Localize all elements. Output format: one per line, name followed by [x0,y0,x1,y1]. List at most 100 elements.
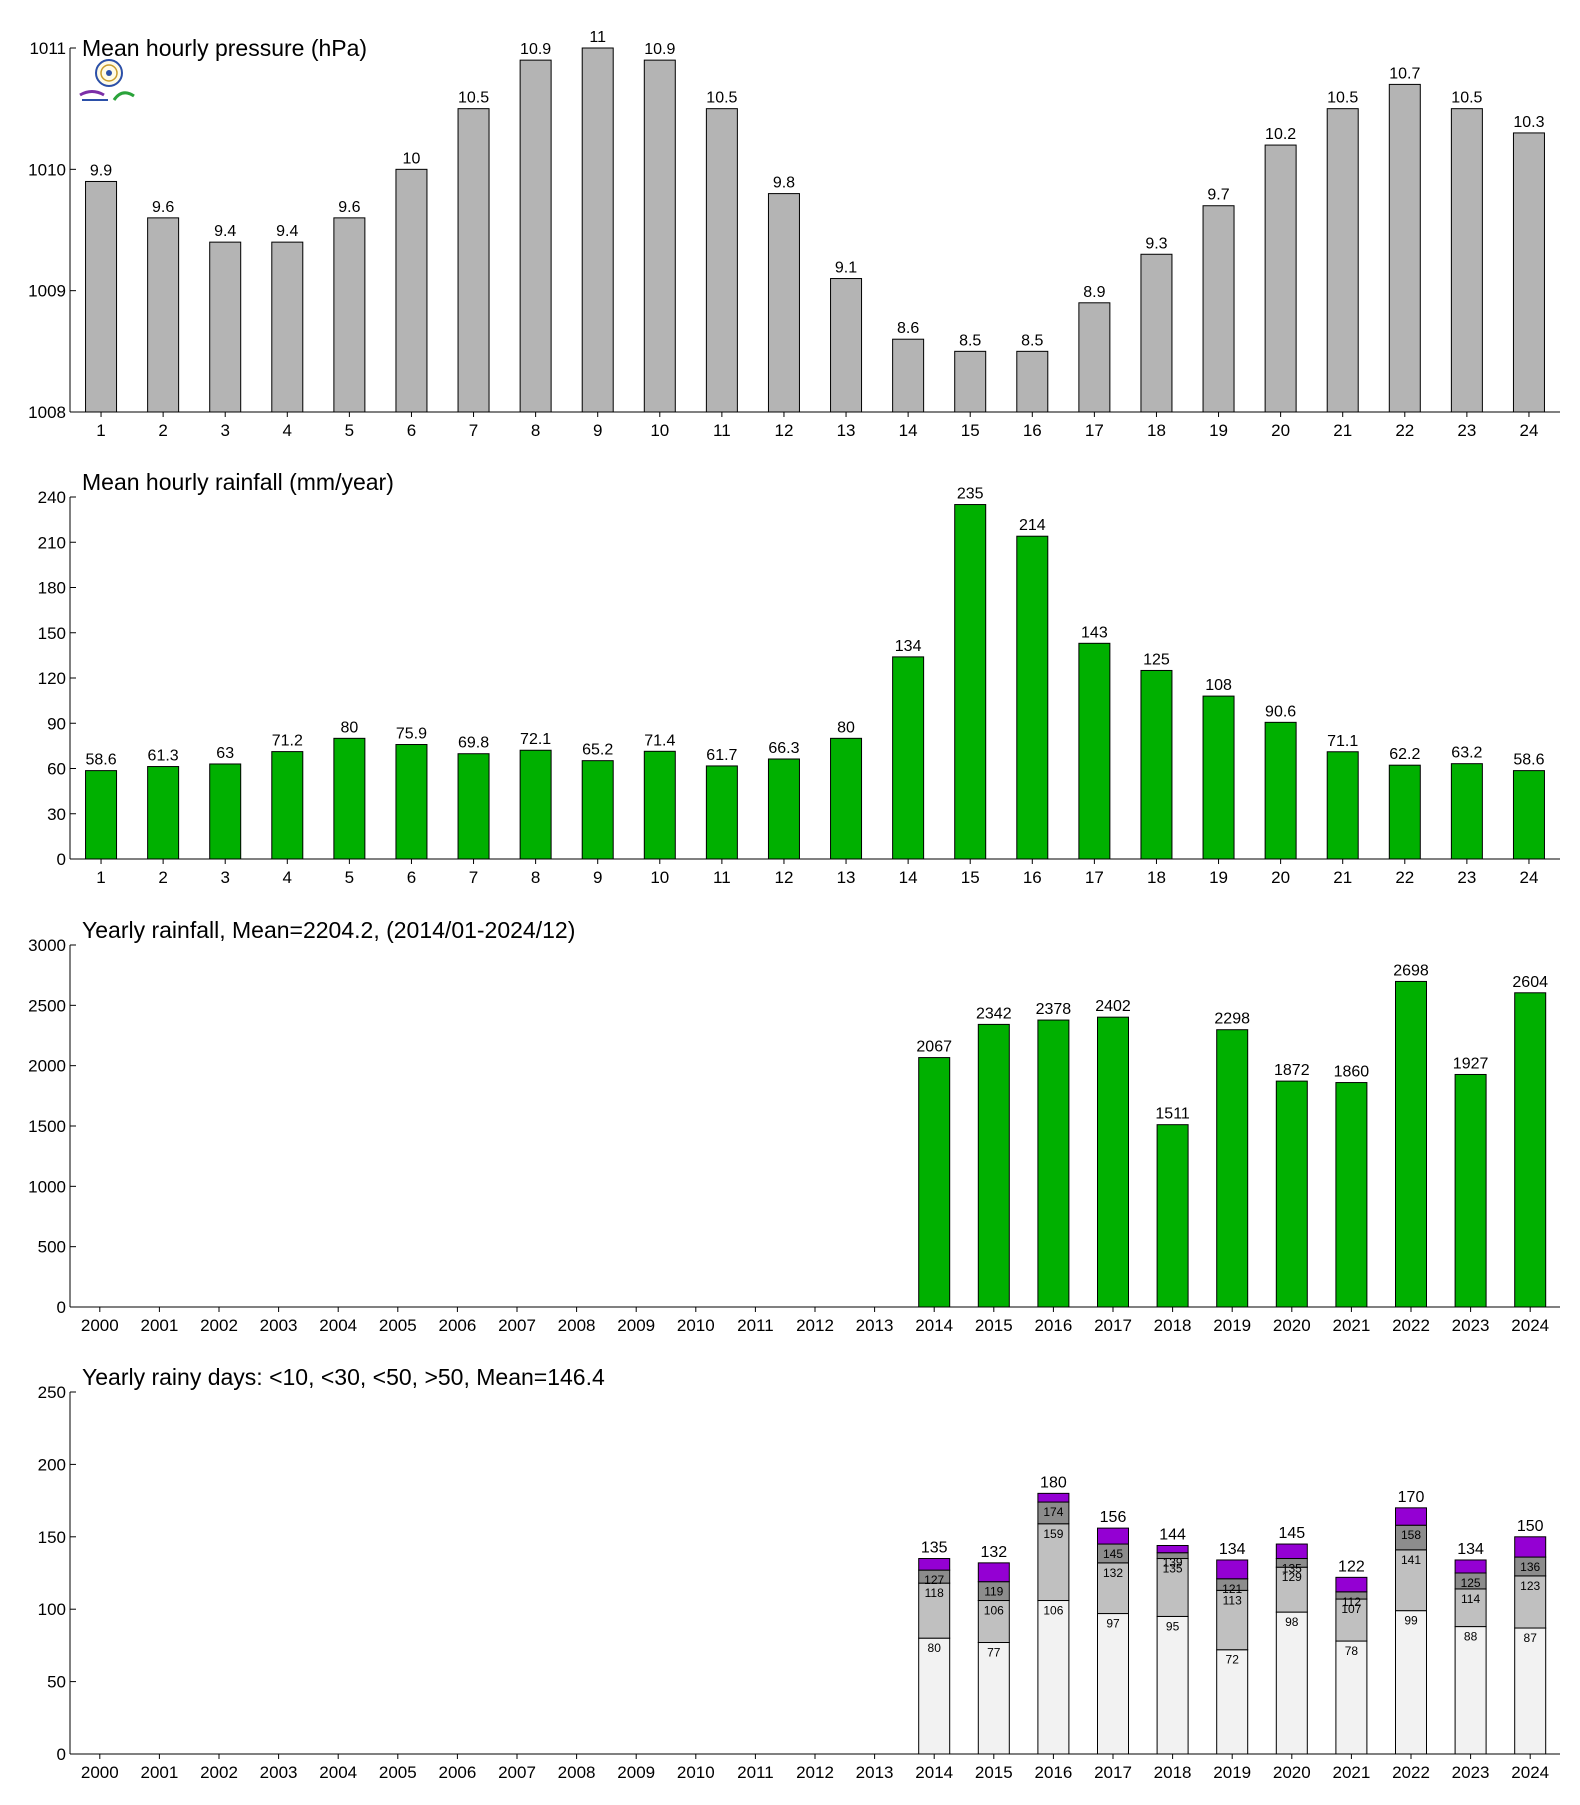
stack-segment-1 [1454,1626,1487,1755]
bar [1097,1016,1129,1308]
x-tick-label: 2022 [1392,1316,1430,1335]
x-tick-label: 2024 [1511,1763,1549,1782]
data-label: 2378 [1036,1001,1072,1018]
x-tick-label: 13 [837,421,856,440]
bar [1450,108,1483,413]
segment-label: 123 [1520,1579,1540,1593]
x-tick-label: 2000 [81,1763,119,1782]
data-label: 71.2 [272,733,303,750]
y-tick-label: 150 [38,624,66,643]
data-label: 9.4 [276,223,298,240]
x-tick-label: 2002 [200,1316,238,1335]
bar [1016,350,1049,413]
x-tick-label: 2022 [1392,1763,1430,1782]
x-tick-label: 11 [713,421,731,440]
bar [457,753,490,860]
x-tick-label: 2021 [1332,1316,1370,1335]
bar [1326,751,1359,860]
x-tick-label: 2002 [200,1763,238,1782]
x-tick-label: 10 [650,421,669,440]
segment-label: 107 [1341,1602,1361,1616]
data-label: 9.6 [338,199,360,216]
x-tick-label: 2007 [498,1316,536,1335]
x-tick-label: 21 [1333,868,1352,887]
x-tick-label: 2017 [1094,1763,1132,1782]
stack-segment-1 [1514,1627,1547,1755]
y-tick-label: 1011 [29,39,66,58]
bar [1335,1082,1368,1308]
stack-segment-4 [1216,1559,1249,1580]
total-label: 135 [921,1540,948,1557]
bar [1395,980,1427,1308]
bar [1078,642,1111,860]
y-tick-label: 120 [38,669,66,688]
x-tick-label: 2004 [319,1316,357,1335]
y-tick-label: 90 [47,714,66,733]
data-label: 108 [1205,677,1232,694]
x-tick-label: 2004 [319,1763,357,1782]
total-label: 134 [1219,1541,1246,1558]
bar [918,1057,951,1308]
x-tick-label: 2020 [1273,1763,1311,1782]
x-tick-label: 2023 [1452,1316,1490,1335]
x-tick-label: 2020 [1273,1316,1311,1335]
bar [395,168,428,413]
x-tick-label: 4 [283,421,292,440]
x-tick-label: 6 [407,868,416,887]
x-tick-label: 2013 [856,1316,894,1335]
bar [1140,669,1173,860]
segment-label: 159 [1043,1527,1063,1541]
x-tick-label: 16 [1023,868,1042,887]
data-label: 2342 [976,1005,1012,1022]
panel-2-title: Mean hourly rainfall (mm/year) [82,469,394,495]
total-label: 180 [1040,1474,1067,1491]
x-tick-label: 9 [593,868,602,887]
stack-segment-4 [1454,1559,1487,1574]
x-tick-label: 2013 [856,1763,894,1782]
total-label: 122 [1338,1558,1365,1575]
stack-segment-1 [1097,1613,1129,1755]
x-tick-label: 19 [1209,421,1228,440]
segment-label: 132 [1103,1566,1123,1580]
x-tick-label: 19 [1209,868,1228,887]
x-tick-label: 2005 [379,1316,417,1335]
bar [705,108,738,413]
data-label: 11 [589,29,606,46]
segment-label: 119 [984,1585,1003,1599]
x-tick-label: 2011 [737,1316,774,1335]
bar [581,47,614,413]
segment-label: 99 [1404,1614,1418,1628]
data-label: 134 [895,638,922,655]
bar [1016,535,1049,860]
x-tick-label: 2015 [975,1316,1013,1335]
segment-label: 135 [1163,1562,1183,1576]
lab-logo [78,58,140,108]
bar [209,763,242,860]
x-tick-label: 2005 [379,1763,417,1782]
bar [1078,302,1111,413]
data-label: 10.5 [706,90,737,107]
stack-segment-4 [1275,1543,1308,1560]
x-tick-label: 2003 [260,1316,298,1335]
stack-segment-3 [1395,1524,1427,1551]
data-label: 10.5 [458,90,489,107]
x-tick-label: 16 [1023,421,1042,440]
x-tick-label: 24 [1519,868,1538,887]
x-tick-label: 21 [1333,421,1352,440]
total-label: 170 [1398,1489,1425,1506]
stack-segment-2 [1037,1523,1070,1602]
x-tick-label: 23 [1457,421,1476,440]
bar [1450,763,1483,860]
segment-label: 78 [1345,1644,1359,1658]
bar [1275,1080,1308,1308]
total-label: 150 [1517,1518,1544,1535]
bar [1388,764,1421,860]
x-tick-label: 2 [158,421,167,440]
x-tick-label: 2018 [1154,1316,1192,1335]
stack-segment-2 [1395,1549,1427,1612]
data-label: 9.3 [1145,235,1167,252]
data-label: 10 [403,150,421,167]
x-tick-label: 2001 [140,1763,178,1782]
stack-segment-2 [1335,1598,1368,1642]
x-tick-label: 22 [1395,421,1414,440]
